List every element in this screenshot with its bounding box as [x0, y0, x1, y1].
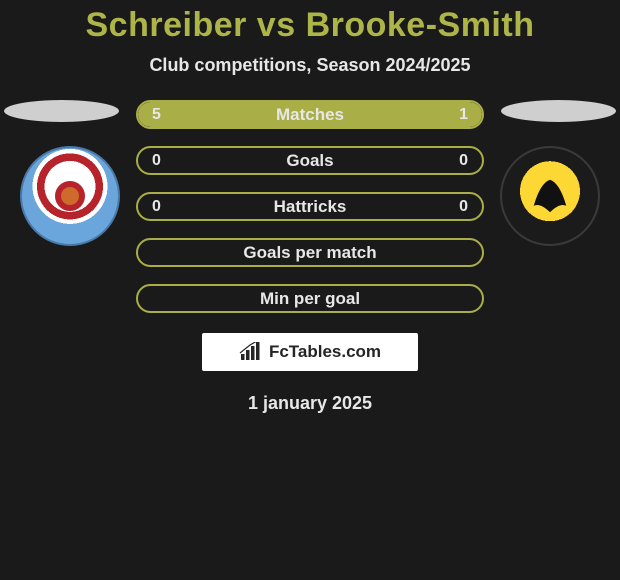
stat-label: Matches — [276, 105, 344, 125]
stat-row-gpm: Goals per match — [136, 238, 484, 267]
stat-row-goals: 0 Goals 0 — [136, 146, 484, 175]
stat-value-right: 0 — [459, 152, 468, 170]
page-title: Schreiber vs Brooke-Smith — [0, 0, 620, 45]
stat-label: Goals per match — [243, 243, 376, 263]
comparison-area: 5 Matches 1 0 Goals 0 0 Hattricks 0 Goals per mat… — [0, 100, 620, 313]
stat-row-hattricks: 0 Hattricks 0 — [136, 192, 484, 221]
stat-value-left: 0 — [152, 152, 161, 170]
brand-box: FcTables.com — [202, 333, 418, 371]
stat-value-right: 1 — [459, 106, 468, 124]
stat-row-matches: 5 Matches 1 — [136, 100, 484, 129]
stat-fill-right — [425, 102, 482, 127]
melbourne-city-crest-icon — [55, 181, 85, 211]
brand-text: FcTables.com — [269, 342, 381, 362]
phoenix-icon — [524, 170, 576, 222]
stat-value-left: 5 — [152, 106, 161, 124]
stat-row-mpg: Min per goal — [136, 284, 484, 313]
page-subtitle: Club competitions, Season 2024/2025 — [0, 55, 620, 76]
shadow-ellipse-right — [501, 100, 616, 122]
date-text: 1 january 2025 — [0, 393, 620, 414]
stat-label: Hattricks — [274, 197, 347, 217]
stat-label: Goals — [286, 151, 333, 171]
stat-label: Min per goal — [260, 289, 360, 309]
stat-value-right: 0 — [459, 198, 468, 216]
stat-rows: 5 Matches 1 0 Goals 0 0 Hattricks 0 Goals per mat… — [136, 100, 484, 313]
shadow-ellipse-left — [4, 100, 119, 122]
wellington-phoenix-crest-icon — [524, 170, 576, 222]
club-crest-left — [20, 146, 120, 246]
stat-value-left: 0 — [152, 198, 161, 216]
club-crest-right — [500, 146, 600, 246]
bar-chart-icon — [239, 342, 263, 362]
